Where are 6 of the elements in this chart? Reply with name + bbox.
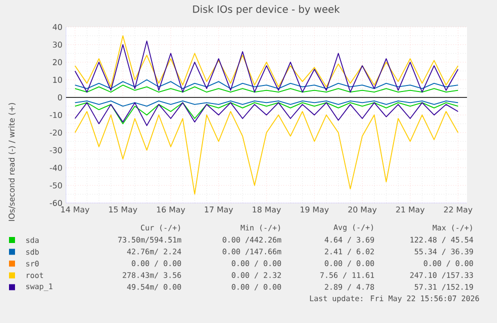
line-series: [74, 40, 458, 93]
line-series: [74, 79, 458, 90]
line-series: [74, 111, 458, 195]
line-series: [74, 84, 458, 93]
line-series: [74, 35, 458, 88]
chart-title: Disk IOs per device - by week: [193, 5, 340, 15]
